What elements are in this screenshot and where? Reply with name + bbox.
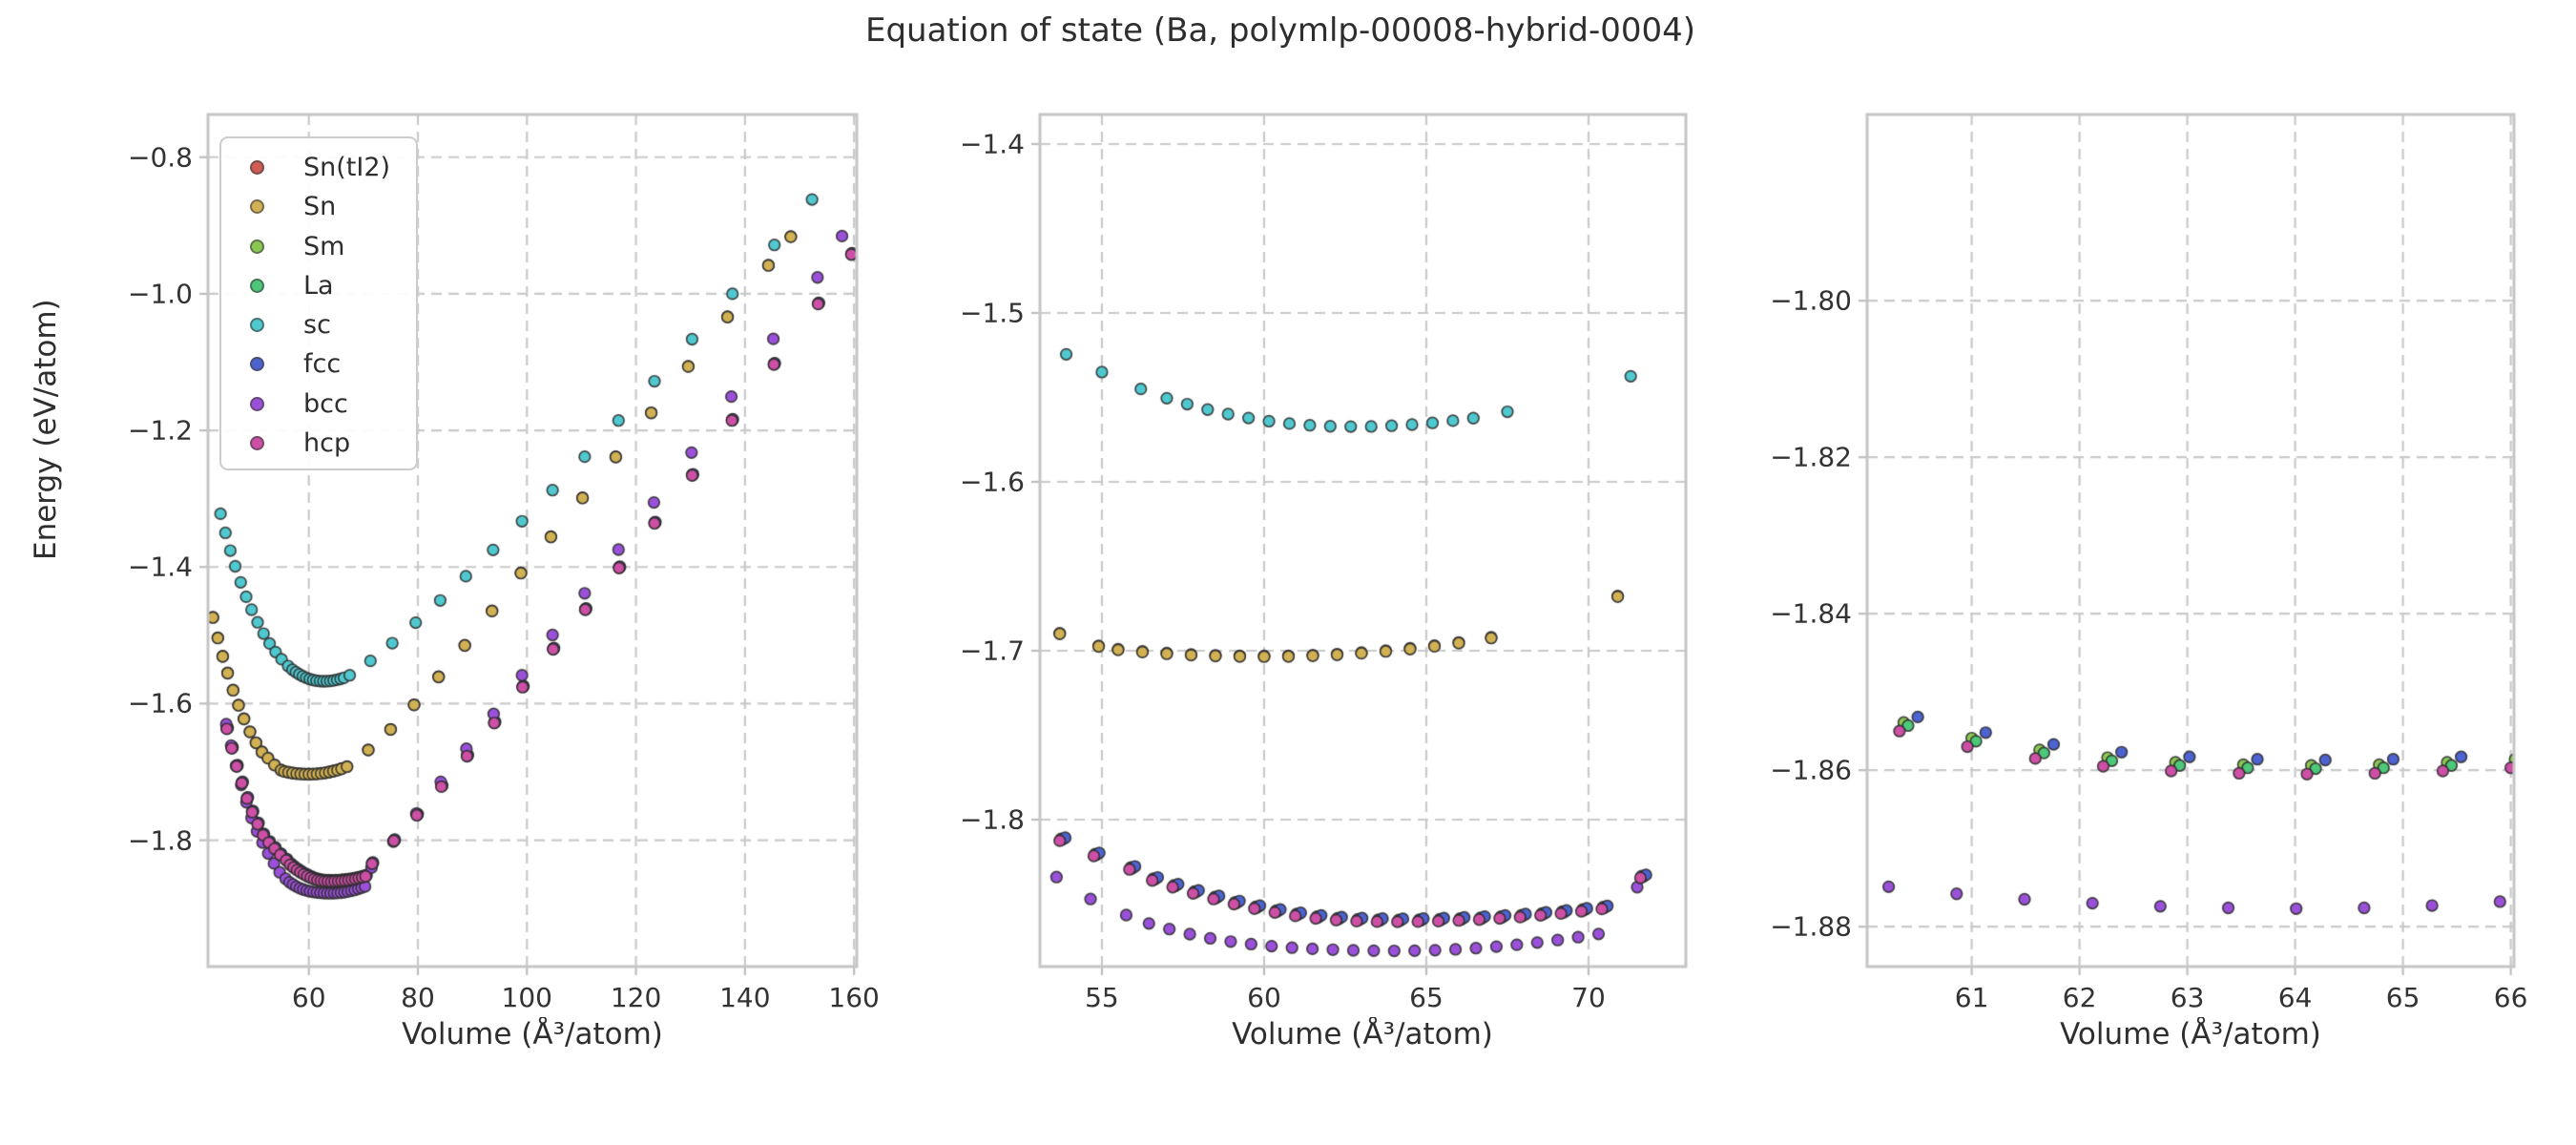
x-axis-label-panel-2: Volume (Å³/atom): [1232, 1017, 1493, 1051]
x-tick-label: 64: [2277, 982, 2313, 1013]
legend-marker-icon: [250, 160, 264, 176]
legend-label: Sn(tI2): [303, 153, 391, 183]
y-tick-label: −1.80: [1770, 284, 1852, 317]
legend-item-bcc: bcc: [221, 385, 416, 423]
legend-marker-icon: [250, 239, 264, 254]
legend-label: sc: [303, 310, 331, 341]
y-tick-label: −1.5: [960, 297, 1025, 329]
y-axis-label: Energy (eV/atom): [29, 299, 63, 560]
legend-marker-icon: [250, 435, 264, 450]
x-tick-label: 61: [1954, 982, 1989, 1013]
legend-marker-icon: [250, 199, 264, 215]
y-tick-label: −1.86: [1770, 754, 1852, 786]
y-tick-label: −1.8: [128, 824, 193, 857]
x-tick-label: 80: [401, 982, 435, 1013]
y-tick-label: −1.4: [128, 551, 193, 583]
chart-title: Equation of state (Ba, polymlp-00008-hyb…: [864, 11, 1696, 50]
legend-box: Sn(tI2) Sn Sm La sc fcc bcc hcp: [219, 136, 418, 470]
x-tick-label: 120: [610, 982, 662, 1013]
y-tick-label: −1.6: [960, 466, 1025, 498]
legend-label: Sm: [303, 231, 345, 261]
y-tick-label: −1.2: [128, 414, 193, 447]
x-tick-label: 66: [2493, 982, 2528, 1013]
x-tick-label: 140: [719, 982, 771, 1013]
y-tick-label: −1.84: [1770, 597, 1852, 630]
x-tick-label: 100: [501, 982, 553, 1013]
legend-marker-icon: [250, 396, 264, 411]
y-tick-label: −1.7: [960, 635, 1025, 667]
x-tick-label: 63: [2170, 982, 2205, 1013]
y-tick-label: −1.88: [1770, 910, 1852, 943]
x-tick-label: 60: [1247, 982, 1281, 1013]
legend-label: Sn: [303, 192, 337, 222]
x-tick-label: 70: [1571, 982, 1606, 1013]
x-tick-label: 62: [2062, 982, 2097, 1013]
legend-label: bcc: [303, 388, 348, 419]
legend-item-la: La: [221, 266, 416, 304]
legend-item-sn-ti2: Sn(tI2): [221, 149, 416, 187]
y-tick-label: −1.8: [960, 803, 1025, 836]
legend-label: hcp: [303, 427, 351, 458]
legend-item-hcp: hcp: [221, 424, 416, 462]
legend-item-sn: Sn: [221, 188, 416, 226]
legend-item-fcc: fcc: [221, 345, 416, 384]
legend-marker-icon: [250, 318, 264, 333]
y-tick-label: −1.0: [128, 278, 193, 310]
x-tick-label: 60: [291, 982, 326, 1013]
x-axis-label-panel-1: Volume (Å³/atom): [402, 1017, 663, 1051]
legend-item-sm: Sm: [221, 227, 416, 265]
y-tick-label: −0.8: [128, 141, 193, 174]
y-tick-label: −1.4: [960, 128, 1025, 160]
legend-marker-icon: [250, 357, 264, 372]
x-tick-label: 55: [1085, 982, 1119, 1013]
legend-label: La: [303, 270, 334, 301]
legend-label: fcc: [303, 349, 342, 380]
y-tick-label: −1.82: [1770, 441, 1852, 473]
x-axis-label-panel-3: Volume (Å³/atom): [2060, 1017, 2321, 1051]
x-tick-label: 65: [1409, 982, 1444, 1013]
legend-item-sc: sc: [221, 306, 416, 344]
y-tick-label: −1.6: [128, 687, 193, 719]
legend-marker-icon: [250, 278, 264, 293]
x-tick-label: 65: [2385, 982, 2420, 1013]
x-tick-label: 160: [828, 982, 880, 1013]
